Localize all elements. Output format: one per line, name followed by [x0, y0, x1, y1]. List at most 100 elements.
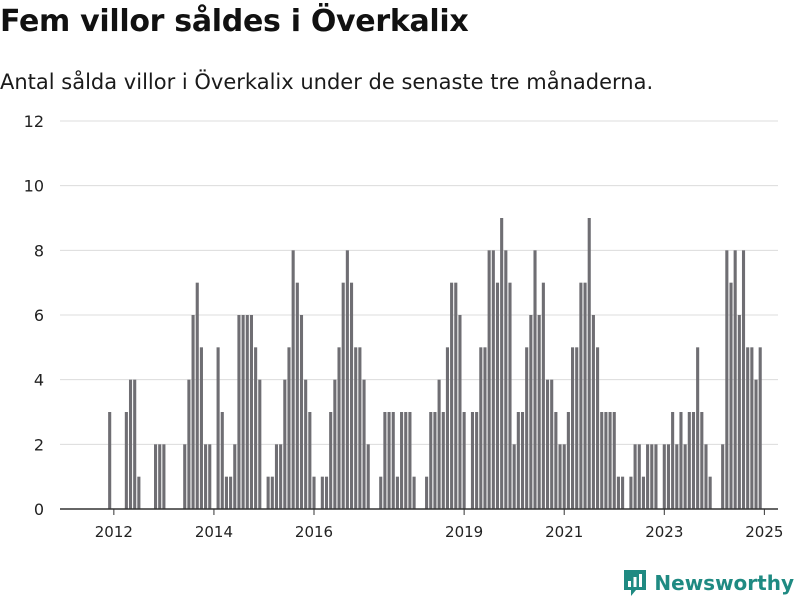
- bar: [504, 250, 508, 509]
- bar: [158, 444, 162, 509]
- bar: [704, 444, 708, 509]
- bar: [470, 412, 475, 509]
- bar: [433, 412, 437, 509]
- bar: [583, 282, 587, 509]
- bar: [154, 444, 158, 509]
- bar: [650, 444, 654, 509]
- bar: [379, 476, 383, 509]
- bar: [621, 476, 625, 509]
- bar: [128, 379, 133, 509]
- bar: [258, 379, 262, 509]
- bar: [495, 282, 500, 509]
- bar: [591, 315, 595, 509]
- bar: [550, 379, 554, 509]
- bar: [204, 444, 208, 509]
- bar: [308, 412, 312, 509]
- bar: [454, 282, 458, 509]
- y-tick-label: 0: [34, 500, 44, 519]
- bar: [758, 347, 762, 509]
- bar: [654, 444, 658, 509]
- bar: [233, 444, 237, 509]
- bar: [554, 412, 558, 509]
- bar: [683, 444, 687, 509]
- newsworthy-logo-icon: [624, 570, 647, 596]
- bar: [237, 315, 241, 509]
- bar: [354, 347, 358, 509]
- bar: [366, 444, 370, 509]
- bar: [487, 250, 491, 509]
- chart-subtitle: Antal sålda villor i Överkalix under de …: [0, 70, 654, 94]
- bar: [191, 315, 195, 509]
- bar: [187, 379, 191, 509]
- bar: [162, 444, 166, 509]
- bar: [270, 476, 274, 509]
- chart-title: Fem villor såldes i Överkalix: [0, 4, 469, 39]
- bar: [345, 250, 349, 509]
- bar: [571, 347, 575, 509]
- bar: [737, 315, 741, 509]
- y-tick-label: 6: [34, 306, 44, 325]
- bar: [629, 476, 633, 509]
- bar: [646, 444, 650, 509]
- bar: [675, 444, 679, 509]
- bar: [283, 379, 287, 509]
- x-axis: 2012 2014 2016 2019 2021 2023 2025: [60, 508, 783, 541]
- bar: [608, 412, 612, 509]
- bar: [741, 250, 746, 509]
- bar: [441, 412, 445, 509]
- bar: [512, 444, 516, 509]
- bar: [291, 250, 295, 509]
- bar: [400, 412, 404, 509]
- brand-name: Newsworthy: [654, 571, 794, 595]
- x-tick-label: 2023: [645, 523, 683, 541]
- bar: [566, 412, 570, 509]
- x-tick-label: 2025: [745, 523, 783, 541]
- bar: [545, 379, 550, 509]
- bar: [687, 412, 691, 509]
- bar: [266, 476, 270, 509]
- bar: [329, 412, 333, 509]
- bar: [133, 379, 137, 509]
- bar: [362, 379, 366, 509]
- bar: [575, 347, 579, 509]
- annotations: 5: [759, 0, 769, 4]
- y-tick-label: 4: [34, 371, 44, 390]
- bar: [612, 412, 616, 509]
- bar: [337, 347, 341, 509]
- bar: [633, 444, 637, 509]
- y-tick-label: 8: [34, 241, 44, 260]
- bar: [245, 315, 249, 509]
- bar: [429, 412, 433, 509]
- y-tick-label: 10: [24, 177, 44, 196]
- bar: [525, 347, 529, 509]
- bar: [475, 412, 479, 509]
- x-tick-label: 2019: [445, 523, 483, 541]
- highlight-value-label: 5: [759, 0, 769, 4]
- bar: [312, 476, 316, 509]
- bar: [579, 282, 583, 509]
- bar: [729, 282, 733, 509]
- bar: [216, 347, 220, 509]
- y-axis-ticks: 0 2 4 6 8 10 12: [24, 112, 44, 519]
- newsworthy-brand[interactable]: Newsworthy: [622, 568, 794, 598]
- bar: [725, 250, 729, 509]
- bar: [241, 315, 245, 509]
- x-tick-label: 2012: [95, 523, 133, 541]
- bar: [108, 412, 112, 509]
- bar: [516, 412, 520, 509]
- bar: [600, 412, 604, 509]
- bar: [596, 347, 600, 509]
- bar: [691, 412, 696, 509]
- x-tick-label: 2021: [545, 523, 583, 541]
- gridlines: [60, 120, 778, 445]
- bar: [562, 444, 566, 509]
- bar: [408, 412, 412, 509]
- bar: [304, 379, 308, 509]
- x-tick-label: 2014: [195, 523, 233, 541]
- bar: [587, 218, 591, 509]
- bar: [533, 250, 537, 509]
- bar: [358, 347, 362, 509]
- bar: [437, 379, 441, 509]
- bar: [637, 444, 641, 509]
- bar: [641, 476, 645, 509]
